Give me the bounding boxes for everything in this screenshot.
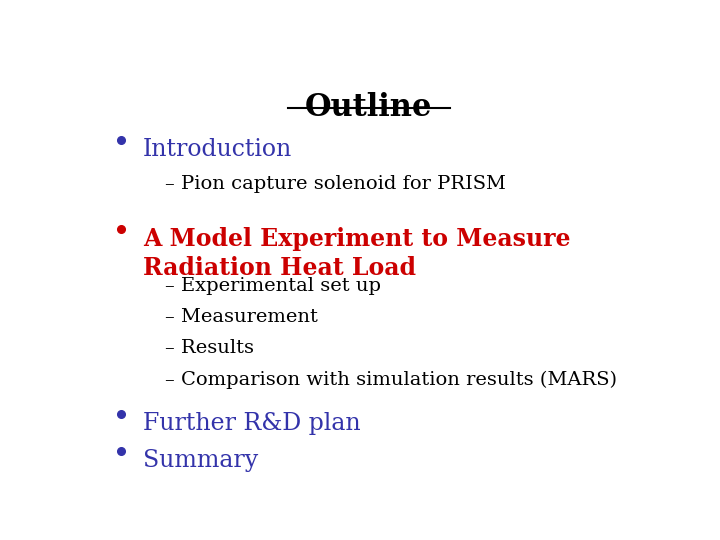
Text: Outline: Outline: [305, 92, 433, 123]
Text: – Measurement: – Measurement: [166, 308, 318, 326]
Text: – Experimental set up: – Experimental set up: [166, 277, 382, 295]
Text: Further R&D plan: Further R&D plan: [143, 412, 361, 435]
Text: Summary: Summary: [143, 449, 258, 472]
Text: – Pion capture solenoid for PRISM: – Pion capture solenoid for PRISM: [166, 175, 506, 193]
Text: – Comparison with simulation results (MARS): – Comparison with simulation results (MA…: [166, 370, 617, 389]
Text: Introduction: Introduction: [143, 138, 292, 160]
Text: – Results: – Results: [166, 339, 254, 357]
Text: A Model Experiment to Measure
Radiation Heat Load: A Model Experiment to Measure Radiation …: [143, 227, 570, 280]
